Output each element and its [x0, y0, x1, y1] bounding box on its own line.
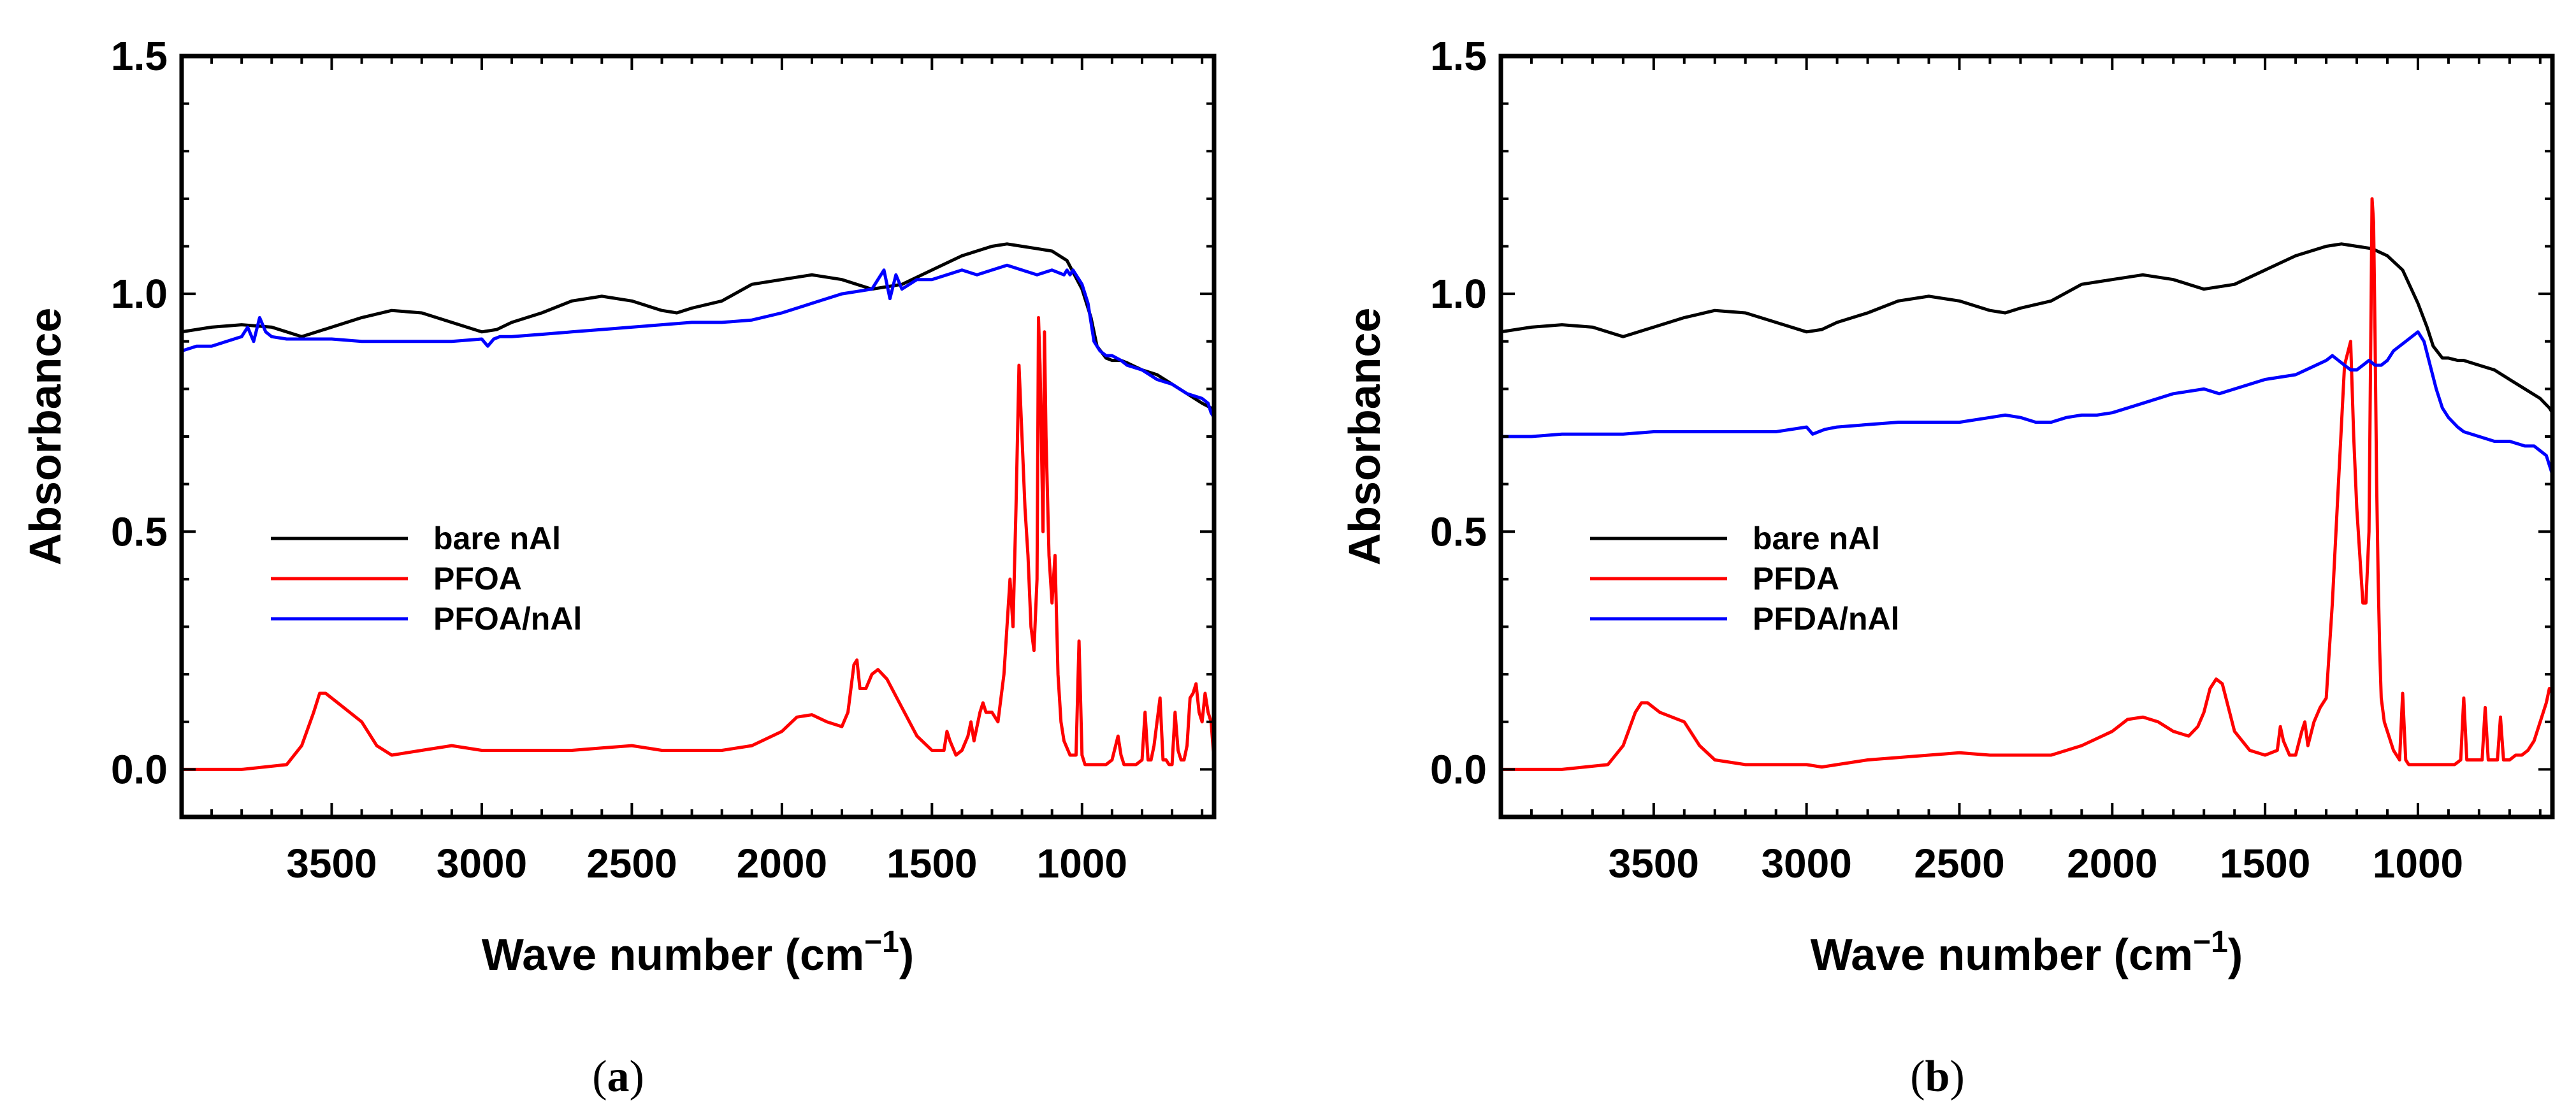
panel-label: (b)	[1910, 1052, 1965, 1101]
y-axis-title: Absorbance	[20, 308, 70, 566]
legend-label: bare nAl	[1753, 521, 1880, 556]
legend: bare nAl PFOA PFOA/nAl	[271, 521, 582, 637]
y-tick-label: 0.0	[111, 746, 168, 792]
y-tick-label: 0.5	[1430, 509, 1487, 554]
axes-frame	[1498, 54, 2555, 819]
x-tick-label: 3000	[437, 841, 527, 886]
axes-frame	[179, 54, 1217, 819]
x-tick-label: 2500	[1914, 841, 2004, 886]
y-tick-label: 0.0	[1430, 746, 1487, 792]
x-tick-label: 3500	[286, 841, 377, 886]
x-tick-label: 3000	[1761, 841, 1851, 886]
legend: bare nAl PFDA PFDA/nAl	[1590, 521, 1900, 637]
x-tick-label: 1000	[2373, 841, 2463, 886]
legend-label: bare nAl	[433, 521, 561, 556]
x-tick-label: 3500	[1609, 841, 1699, 886]
panel-b: 3500 3000 2500 2000 1500 1000 0.0 0.5 1.0 1.5 Wave…	[1340, 33, 2555, 1101]
legend-label: PFOA/nAl	[433, 601, 582, 637]
series-line-bare-nal	[1501, 242, 2552, 415]
x-tick-label: 2500	[586, 841, 677, 886]
y-axis-title: Absorbance	[1340, 308, 1389, 566]
legend-label: PFDA/nAl	[1753, 601, 1900, 637]
panel-label: (a)	[592, 1052, 644, 1101]
series-line-pfoa	[182, 315, 1214, 771]
plot-area	[182, 242, 1214, 771]
legend-label: PFOA	[433, 561, 522, 596]
x-axis-title: Wave number (cm−1)	[482, 925, 914, 979]
panel-a: 3500 3000 2500 2000 1500 1000 0.0 0.5 1.0 1.5 Wave…	[20, 33, 1217, 1101]
series-line-pfoa-nal	[182, 263, 1214, 419]
y-tick-label: 1.0	[111, 271, 168, 317]
y-tick-label: 0.5	[111, 509, 168, 554]
x-tick-label: 2000	[737, 841, 827, 886]
y-tick-label: 1.0	[1430, 271, 1487, 317]
x-tick-label: 2000	[2067, 841, 2157, 886]
series-line-pfda	[1501, 197, 2552, 771]
x-tick-label: 1500	[2220, 841, 2310, 886]
plot-area	[1501, 197, 2552, 771]
x-axis-title: Wave number (cm−1)	[1811, 925, 2243, 979]
series-line-pfda-nal	[1501, 330, 2552, 477]
y-tick-label: 1.5	[1430, 33, 1487, 79]
y-tick-label: 1.5	[111, 33, 168, 79]
legend-label: PFDA	[1753, 561, 1839, 596]
x-tick-label: 1500	[886, 841, 977, 886]
x-tick-label: 1000	[1037, 841, 1127, 886]
